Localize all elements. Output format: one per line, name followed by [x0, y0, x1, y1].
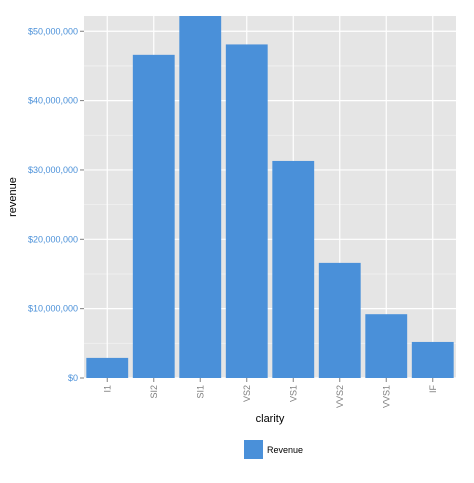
- bar-if: [411, 341, 454, 378]
- legend: Revenue: [244, 440, 303, 459]
- bar-vvs1: [365, 314, 408, 378]
- bar-si2: [132, 54, 175, 378]
- legend-label: Revenue: [267, 445, 303, 455]
- x-axis-ticks: I1 SI2 SI1 VS2 VS1 VVS2 VVS1 IF: [102, 378, 438, 408]
- x-tick-label: IF: [428, 384, 438, 393]
- y-tick-label: $20,000,000: [28, 234, 78, 244]
- legend-key: [244, 440, 263, 459]
- y-tick-label: $0: [68, 373, 78, 383]
- x-tick-label: VVS2: [335, 385, 345, 408]
- x-tick-label: VS2: [242, 385, 252, 402]
- y-tick-label: $40,000,000: [28, 96, 78, 106]
- x-tick-label: SI2: [149, 385, 159, 399]
- bar-si1: [179, 16, 222, 378]
- x-axis-title: clarity: [256, 413, 285, 425]
- x-tick-label: I1: [102, 385, 112, 393]
- y-tick-label: $50,000,000: [28, 26, 78, 36]
- y-tick-label: $10,000,000: [28, 304, 78, 314]
- bar-vs1: [272, 160, 315, 378]
- bar-i1: [86, 357, 129, 378]
- y-axis-ticks: $0 $10,000,000 $20,000,000 $30,000,000 $40,0…: [28, 26, 84, 383]
- bars: [86, 16, 454, 378]
- x-tick-label: SI1: [195, 385, 205, 399]
- y-axis-title: revenue: [7, 177, 19, 217]
- bar-vvs2: [318, 262, 361, 378]
- y-tick-label: $30,000,000: [28, 165, 78, 175]
- bar-vs2: [225, 44, 268, 378]
- x-tick-label: VVS1: [381, 385, 391, 408]
- x-tick-label: VS1: [288, 385, 298, 402]
